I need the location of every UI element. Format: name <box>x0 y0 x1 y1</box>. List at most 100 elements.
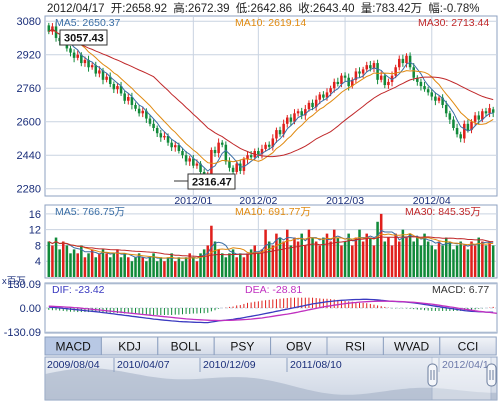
candle-body <box>235 163 238 172</box>
volume-bar <box>293 237 296 277</box>
candle-body <box>293 113 296 122</box>
volume-bar <box>257 253 260 277</box>
tab-psy[interactable]: PSY <box>213 336 272 356</box>
volume-bar <box>260 249 264 277</box>
tab-wvad[interactable]: WVAD <box>382 336 441 356</box>
volume-bar <box>80 245 83 277</box>
volume-bar <box>379 213 383 277</box>
tab-label[interactable]: KDJ <box>118 340 141 354</box>
candle-body <box>318 94 322 100</box>
tab-obv[interactable]: OBV <box>270 336 328 356</box>
navigator-window[interactable] <box>431 356 492 401</box>
tab-label[interactable]: WVAD <box>394 340 429 354</box>
candle-body <box>354 71 358 80</box>
candle-body <box>83 59 87 64</box>
candle-body <box>426 89 430 93</box>
candle-body <box>271 138 275 147</box>
volume-bar <box>54 237 58 277</box>
volume-bar <box>437 241 441 277</box>
candle-body <box>437 97 441 101</box>
candle-body <box>105 76 108 80</box>
candle-body <box>264 144 267 149</box>
volume-bar <box>188 253 191 277</box>
candle-body <box>484 111 488 114</box>
time-navigator[interactable]: 2009/08/04 2010/04/07 2010/12/09 2011/08/10… <box>44 356 498 401</box>
tab-label[interactable]: RSI <box>345 340 365 354</box>
candle-body <box>278 130 282 135</box>
volume-bar <box>94 257 98 277</box>
volume-bar <box>314 241 318 277</box>
candle-body <box>275 130 278 139</box>
candle-body <box>419 81 423 87</box>
candle-body <box>217 142 220 154</box>
volume-bar <box>282 241 285 277</box>
price-y-axis: 3080 2920 2760 2600 2440 2280 <box>17 16 41 196</box>
volume-bar <box>163 261 166 277</box>
price-x-tick: 2012/03 <box>326 195 364 207</box>
macd-y-tick: -130.09 <box>4 327 41 339</box>
volume-bar <box>416 237 419 277</box>
navigator-left-handle[interactable] <box>427 363 438 387</box>
volume-bar <box>112 253 116 277</box>
price-y-tick: 2440 <box>17 150 41 162</box>
tab-rsi[interactable]: RSI <box>326 336 384 356</box>
navigator-right-handle[interactable] <box>486 363 497 387</box>
dea-line <box>48 300 497 322</box>
volume-bar <box>170 253 173 277</box>
candle-body <box>307 102 311 110</box>
volume-bar <box>148 257 152 277</box>
volume-bar <box>249 249 253 277</box>
candle-body <box>224 144 228 162</box>
candle-body <box>452 119 455 128</box>
price-y-tick: 2280 <box>17 184 41 196</box>
candle-body <box>257 151 260 155</box>
price-panel <box>44 15 498 197</box>
volume-bar <box>134 257 137 277</box>
volume-bar <box>311 237 314 277</box>
tab-boll[interactable]: BOLL <box>157 336 215 356</box>
volume-bar <box>387 237 390 277</box>
tab-label[interactable]: BOLL <box>171 340 202 354</box>
volume-bar <box>466 249 470 277</box>
candle-body <box>365 65 369 70</box>
volume-bar <box>90 249 94 277</box>
volume-bar <box>65 245 69 277</box>
candle-body <box>94 65 98 74</box>
tab-macd[interactable]: MACD <box>44 336 102 356</box>
candle-body <box>304 109 307 116</box>
candle-body <box>390 75 394 82</box>
candle-body <box>249 155 253 158</box>
tab-label[interactable]: MACD <box>56 340 92 354</box>
price-y-tick: 3080 <box>17 16 41 28</box>
candle-body <box>119 86 123 94</box>
tab-background[interactable] <box>439 336 497 356</box>
candle-body <box>141 110 145 114</box>
volume-bar <box>470 241 473 277</box>
volume-bar <box>119 257 123 277</box>
candle-body <box>130 96 134 105</box>
candle-body <box>336 81 340 85</box>
tab-label[interactable]: OBV <box>286 340 311 354</box>
volume-bar <box>401 229 405 277</box>
tab-label[interactable]: PSY <box>230 340 254 354</box>
tab-label[interactable]: CCI <box>458 340 479 354</box>
price-y-tick: 2760 <box>17 83 41 95</box>
vol-ma30-label: MA30: 845.35万 <box>405 206 481 218</box>
candle-body <box>116 86 119 90</box>
candle-body <box>213 149 217 154</box>
tab-cci[interactable]: CCI <box>439 336 497 356</box>
volume-bar <box>246 253 249 277</box>
volume-bar <box>423 233 426 277</box>
navigator-date: 2010/12/09 <box>203 359 256 371</box>
candle-body <box>387 81 390 86</box>
candle-body <box>325 92 329 98</box>
price-y-tick: 2600 <box>17 117 41 129</box>
candle-body <box>434 96 437 101</box>
candle-body <box>473 115 477 122</box>
candle-body <box>423 86 426 90</box>
candle-body <box>87 59 90 68</box>
tab-kdj[interactable]: KDJ <box>100 336 159 356</box>
vol-ma5-label: MA5: 766.75万 <box>55 206 125 218</box>
volume-bar <box>430 245 434 277</box>
